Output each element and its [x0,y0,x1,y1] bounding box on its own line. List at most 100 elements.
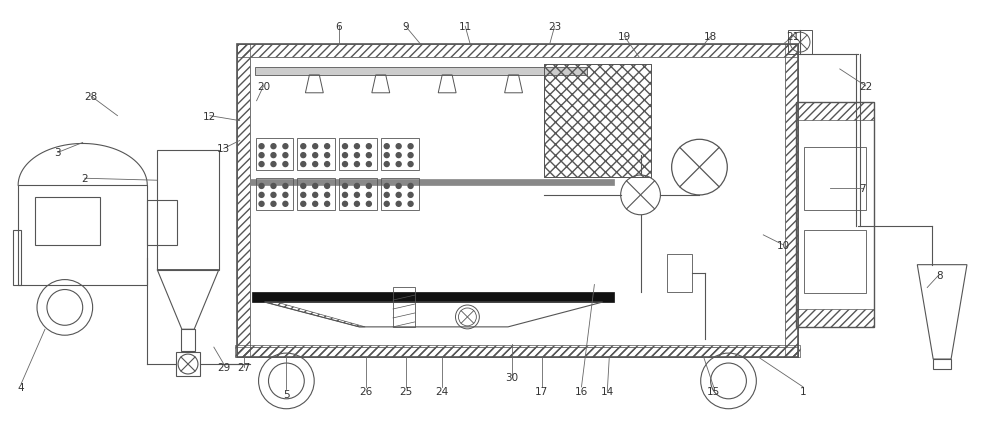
Circle shape [354,162,359,167]
Bar [18,186,147,285]
Circle shape [408,202,413,207]
Circle shape [408,144,413,149]
Circle shape [384,202,389,207]
Circle shape [343,162,347,167]
Bar [933,359,951,369]
Circle shape [396,153,401,158]
Text: 26: 26 [359,386,372,396]
Text: 13: 13 [217,144,230,154]
Bar [667,255,692,292]
Circle shape [354,193,359,198]
Text: 7: 7 [859,184,866,194]
Text: 6: 6 [336,22,342,32]
Circle shape [259,193,264,198]
Circle shape [396,193,401,198]
Text: 16: 16 [575,386,588,396]
Text: 19: 19 [618,32,631,42]
Bar [147,201,177,245]
Circle shape [366,144,371,149]
Bar [237,347,798,357]
Circle shape [283,202,288,207]
Text: 5: 5 [283,389,290,399]
Circle shape [301,184,306,189]
Circle shape [384,162,389,167]
Circle shape [313,162,318,167]
Bar [13,230,21,285]
Bar [237,45,798,357]
Text: 2: 2 [81,174,88,184]
Bar [250,180,614,185]
Circle shape [384,193,389,198]
Bar [157,151,219,270]
Circle shape [259,202,264,207]
Circle shape [396,184,401,189]
Bar [785,45,798,357]
Circle shape [325,184,330,189]
Text: 15: 15 [707,386,720,396]
Text: 18: 18 [704,32,717,42]
Circle shape [259,184,264,189]
Circle shape [366,193,371,198]
Circle shape [301,144,306,149]
Circle shape [271,202,276,207]
Bar [544,65,651,178]
Text: 22: 22 [859,82,872,92]
Text: 30: 30 [505,372,518,382]
Text: 3: 3 [55,148,61,158]
Circle shape [301,153,306,158]
Circle shape [343,193,347,198]
Circle shape [366,153,371,158]
Circle shape [384,153,389,158]
Circle shape [301,162,306,167]
Bar [250,58,785,347]
Text: 1: 1 [800,386,806,396]
Text: 9: 9 [402,22,409,32]
Circle shape [366,162,371,167]
Text: 17: 17 [535,386,548,396]
Circle shape [325,193,330,198]
Text: 29: 29 [217,362,230,372]
Circle shape [408,184,413,189]
Circle shape [366,202,371,207]
Circle shape [343,144,347,149]
Bar [796,103,874,121]
Circle shape [384,184,389,189]
Circle shape [325,162,330,167]
Bar [788,31,812,55]
Circle shape [408,193,413,198]
Circle shape [325,202,330,207]
Text: 4: 4 [18,382,24,392]
Text: 10: 10 [777,240,790,250]
Circle shape [354,153,359,158]
Circle shape [343,184,347,189]
Circle shape [325,153,330,158]
Bar [381,139,419,171]
Circle shape [396,162,401,167]
Circle shape [271,162,276,167]
Text: 21: 21 [786,32,800,42]
Bar [297,139,335,171]
Bar [237,45,798,58]
Bar [544,65,651,178]
Text: 14: 14 [601,386,614,396]
Bar [339,139,377,171]
Circle shape [354,202,359,207]
Bar [796,103,874,328]
Circle shape [384,144,389,149]
Bar [176,352,200,376]
Circle shape [271,144,276,149]
Circle shape [325,144,330,149]
Text: 20: 20 [257,82,270,92]
Bar [381,178,419,210]
Text: 11: 11 [459,22,472,32]
Bar [237,45,250,357]
Text: 24: 24 [436,386,449,396]
Circle shape [313,202,318,207]
Text: 25: 25 [399,386,412,396]
Circle shape [283,153,288,158]
Circle shape [366,184,371,189]
Circle shape [301,202,306,207]
Circle shape [283,162,288,167]
Text: 23: 23 [548,22,561,32]
Text: 12: 12 [203,111,217,121]
